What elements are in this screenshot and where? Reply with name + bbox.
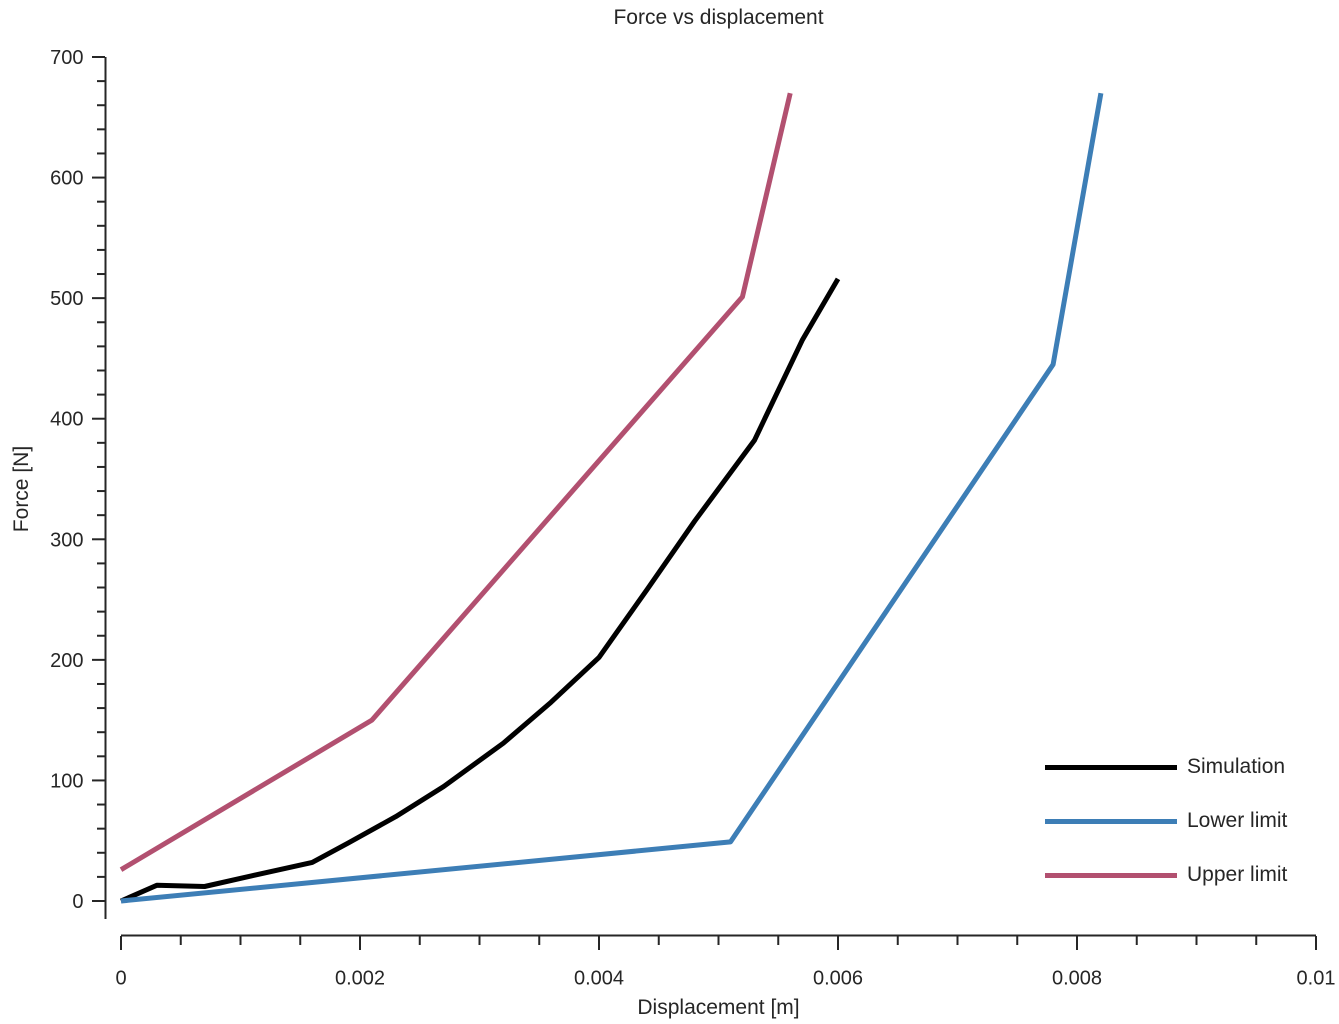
x-tick-label: 0.01 [1297,968,1336,990]
legend-item-simulation: Simulation [1045,752,1287,782]
y-tick-label: 300 [50,529,83,551]
series-line-simulation [119,277,841,904]
series-line-lower-limit [120,92,1104,904]
x-tick-label: 0 [115,968,126,990]
chart-title: Force vs displacement [613,6,824,29]
y-axis-title: Force [N] [10,445,33,533]
x-tick-label: 0.008 [1052,968,1102,990]
legend-item-lower-limit: Lower limit [1045,806,1287,836]
y-tick-label: 700 [50,47,83,69]
x-tick-label: 0.006 [813,968,863,990]
legend-line-swatch [1045,764,1177,770]
legend-label: Lower limit [1187,809,1288,832]
legend: Simulation Lower limit Upper limit [1045,752,1287,890]
x-tick-label: 0.004 [574,968,624,990]
legend-label: Upper limit [1187,863,1288,886]
y-tick-label: 200 [50,650,83,672]
y-tick-label: 0 [72,891,83,913]
legend-line-swatch [1045,872,1177,878]
y-tick-label: 400 [50,409,83,431]
legend-label: Simulation [1187,755,1286,778]
series-line-upper-limit [119,92,793,872]
x-tick-label: 0.002 [335,968,385,990]
y-tick-label: 500 [50,288,83,310]
y-tick-label: 600 [50,168,83,190]
legend-line-swatch [1045,818,1177,824]
legend-item-upper-limit: Upper limit [1045,860,1287,890]
x-axis-title: Displacement [m] [637,996,800,1019]
y-tick-label: 100 [50,770,83,792]
